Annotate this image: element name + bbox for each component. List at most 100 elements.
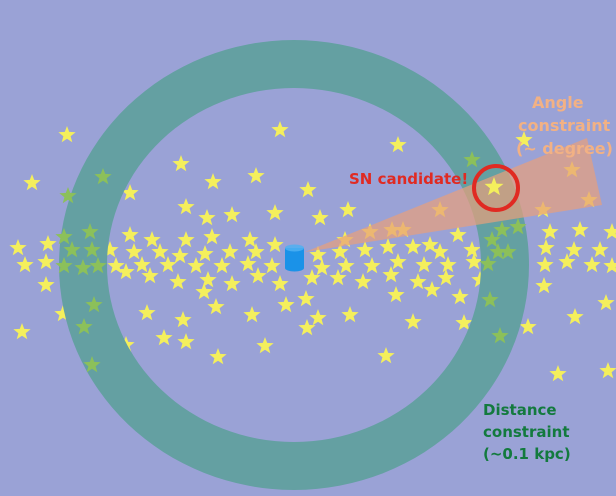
star-icon xyxy=(16,256,34,273)
star-icon xyxy=(541,223,559,240)
star-icon xyxy=(415,256,433,273)
star-icon xyxy=(337,257,355,274)
star-icon xyxy=(382,266,400,283)
star-icon xyxy=(303,269,321,286)
angle-label-line1: Angle xyxy=(532,93,584,112)
star-icon xyxy=(221,243,239,260)
star-icon xyxy=(196,245,214,262)
star-icon xyxy=(159,256,177,273)
star-icon xyxy=(239,255,257,272)
star-icon xyxy=(172,155,190,172)
star-icon xyxy=(243,306,261,323)
star-icon xyxy=(463,151,481,168)
sn-candidate-star-icon xyxy=(484,177,504,196)
star-icon xyxy=(141,267,159,284)
star-icon xyxy=(83,356,101,373)
star-icon xyxy=(549,365,567,382)
star-icon xyxy=(439,256,457,273)
star-icon xyxy=(583,256,601,273)
star-icon xyxy=(565,241,583,258)
star-icon xyxy=(499,243,517,260)
star-icon xyxy=(479,255,497,272)
star-icon xyxy=(171,247,189,264)
star-icon xyxy=(377,347,395,364)
star-icon xyxy=(354,273,372,290)
star-icon xyxy=(603,257,616,274)
stars-on-ring xyxy=(55,151,527,373)
star-icon xyxy=(389,253,407,270)
star-icon xyxy=(209,348,227,365)
star-icon xyxy=(177,198,195,215)
star-icon xyxy=(204,173,222,190)
star-icon xyxy=(481,291,499,308)
star-icon xyxy=(423,281,441,298)
star-icon xyxy=(187,257,205,274)
star-icon xyxy=(471,271,489,288)
star-icon xyxy=(591,241,609,258)
star-icon xyxy=(535,277,553,294)
sn-candidate-circle xyxy=(472,164,520,212)
star-icon xyxy=(603,223,616,240)
star-icon xyxy=(121,226,139,243)
star-icon xyxy=(203,228,221,245)
star-icon xyxy=(54,305,72,322)
star-icon xyxy=(389,136,407,153)
star-icon xyxy=(247,243,265,260)
star-icon xyxy=(597,294,615,311)
star-icon xyxy=(299,181,317,198)
star-icon xyxy=(81,223,99,240)
star-icon xyxy=(85,296,103,313)
star-icon xyxy=(379,238,397,255)
star-icon xyxy=(177,333,195,350)
star-icon xyxy=(241,231,259,248)
star-icon xyxy=(363,257,381,274)
star-icon xyxy=(256,337,274,354)
star-icon xyxy=(151,243,169,260)
star-icon xyxy=(198,209,216,226)
star-icon xyxy=(138,304,156,321)
star-icon xyxy=(509,218,527,235)
star-icon xyxy=(63,241,81,258)
star-icon xyxy=(155,329,173,346)
angle-label-line3: (~ degree) xyxy=(516,139,613,158)
star-icon xyxy=(55,257,73,274)
star-icon xyxy=(263,257,281,274)
star-icon xyxy=(74,259,92,276)
star-icon xyxy=(9,239,27,256)
star-icon xyxy=(571,221,589,238)
star-icon xyxy=(271,121,289,138)
star-icon xyxy=(298,319,316,336)
star-icon xyxy=(177,231,195,248)
star-icon xyxy=(356,241,374,258)
star-icon xyxy=(484,177,504,196)
distance-label-line2: constraint xyxy=(483,423,569,441)
star-icon xyxy=(331,243,349,260)
star-icon xyxy=(121,184,139,201)
star-icon xyxy=(277,296,295,313)
star-icon xyxy=(143,231,161,248)
star-icon xyxy=(89,257,107,274)
star-icon xyxy=(387,286,405,303)
star-icon xyxy=(515,131,533,148)
star-icon xyxy=(223,275,241,292)
star-icon xyxy=(599,362,616,379)
star-icon xyxy=(271,275,289,292)
star-icon xyxy=(537,239,555,256)
star-icon xyxy=(329,269,347,286)
cylinder-icon xyxy=(285,244,304,272)
star-icon xyxy=(463,241,481,258)
star-icon xyxy=(455,314,473,331)
star-icon xyxy=(311,209,329,226)
star-icon xyxy=(174,311,192,328)
star-icon xyxy=(169,273,187,290)
star-icon xyxy=(431,243,449,260)
star-icon xyxy=(339,201,357,218)
star-icon xyxy=(421,236,439,253)
star-icon xyxy=(341,306,359,323)
star-icon xyxy=(94,168,112,185)
star-icon xyxy=(37,276,55,293)
star-icon xyxy=(451,288,469,305)
star-icon xyxy=(449,226,467,243)
angle-label-line2: constraint xyxy=(518,116,611,135)
